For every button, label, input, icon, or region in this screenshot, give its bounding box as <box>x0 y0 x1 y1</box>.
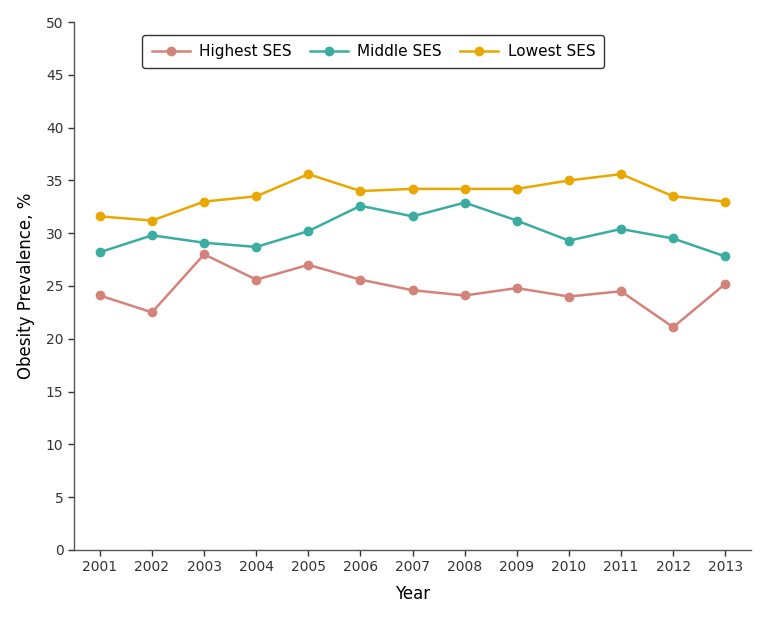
Middle SES <box>564 237 574 244</box>
Middle SES <box>356 202 365 210</box>
Highest SES <box>564 293 574 300</box>
Lowest SES <box>564 177 574 184</box>
Highest SES <box>669 324 678 331</box>
Middle SES <box>303 228 313 235</box>
Line: Middle SES: Middle SES <box>96 198 730 260</box>
Lowest SES <box>460 185 469 193</box>
Legend: Highest SES, Middle SES, Lowest SES: Highest SES, Middle SES, Lowest SES <box>142 35 604 68</box>
Middle SES <box>408 213 417 220</box>
Highest SES <box>303 261 313 268</box>
Highest SES <box>617 288 626 295</box>
Lowest SES <box>252 193 261 200</box>
Lowest SES <box>512 185 521 193</box>
Middle SES <box>95 249 104 256</box>
Lowest SES <box>356 187 365 195</box>
Lowest SES <box>147 217 157 224</box>
Lowest SES <box>720 198 730 205</box>
Line: Highest SES: Highest SES <box>96 250 730 331</box>
Highest SES <box>720 280 730 288</box>
Lowest SES <box>669 193 678 200</box>
Middle SES <box>147 232 157 239</box>
Highest SES <box>95 292 104 299</box>
Y-axis label: Obesity Prevalence, %: Obesity Prevalence, % <box>17 193 35 379</box>
Middle SES <box>252 243 261 250</box>
Line: Lowest SES: Lowest SES <box>96 170 730 224</box>
Middle SES <box>720 253 730 260</box>
Middle SES <box>669 235 678 242</box>
Highest SES <box>200 250 209 258</box>
Lowest SES <box>95 213 104 220</box>
Highest SES <box>512 285 521 292</box>
Highest SES <box>356 276 365 283</box>
Highest SES <box>460 292 469 299</box>
Highest SES <box>408 286 417 294</box>
Lowest SES <box>303 170 313 178</box>
Lowest SES <box>408 185 417 193</box>
Highest SES <box>252 276 261 283</box>
X-axis label: Year: Year <box>395 585 430 603</box>
Lowest SES <box>617 170 626 178</box>
Middle SES <box>200 239 209 246</box>
Lowest SES <box>200 198 209 205</box>
Highest SES <box>147 309 157 316</box>
Middle SES <box>512 217 521 224</box>
Middle SES <box>460 199 469 206</box>
Middle SES <box>617 225 626 232</box>
